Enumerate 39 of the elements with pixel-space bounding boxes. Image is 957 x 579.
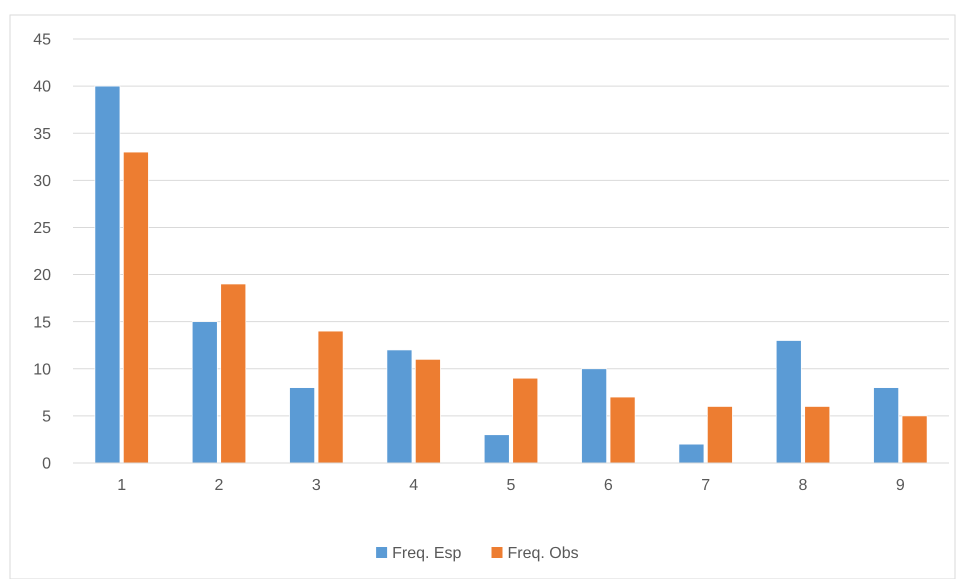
- x-tick-label: 5: [506, 477, 516, 494]
- x-tick-label: 6: [604, 477, 613, 494]
- x-tick-label: 4: [409, 477, 418, 494]
- y-tick-label: 5: [42, 408, 52, 426]
- legend-label: Freq. Obs: [508, 545, 579, 562]
- y-tick-label: 10: [33, 361, 52, 378]
- bar: [94, 86, 120, 464]
- bar: [776, 340, 802, 464]
- bar: [873, 387, 899, 464]
- legend-label: Freq. Esp: [392, 545, 462, 562]
- y-tick-label: 0: [42, 456, 52, 473]
- bar: [484, 434, 510, 464]
- y-tick-label: 35: [33, 126, 52, 143]
- x-tick-label: 1: [117, 477, 126, 494]
- x-tick-label: 8: [798, 477, 808, 494]
- bar: [902, 416, 928, 464]
- bar: [804, 406, 830, 464]
- bar: [192, 321, 218, 464]
- bar: [610, 396, 636, 464]
- bar: [318, 330, 344, 464]
- bar: [386, 350, 412, 464]
- y-tick-label: 15: [33, 314, 52, 332]
- bar: [289, 387, 315, 464]
- bar: [123, 152, 149, 464]
- y-tick-label: 30: [33, 172, 52, 190]
- bar: [220, 284, 246, 464]
- y-tick-label: 20: [33, 267, 52, 284]
- x-tick-label: 7: [701, 477, 710, 494]
- bar: [581, 368, 607, 464]
- x-tick-label: 9: [896, 477, 905, 494]
- y-tick-label: 40: [33, 78, 52, 96]
- x-tick-label: 2: [214, 477, 224, 494]
- y-tick-label: 25: [33, 220, 52, 238]
- y-tick-label: 45: [33, 32, 52, 49]
- bar: [678, 444, 704, 464]
- bar: [707, 406, 733, 464]
- bar: [415, 359, 441, 464]
- bar: [512, 378, 538, 464]
- x-tick-label: 3: [312, 477, 321, 494]
